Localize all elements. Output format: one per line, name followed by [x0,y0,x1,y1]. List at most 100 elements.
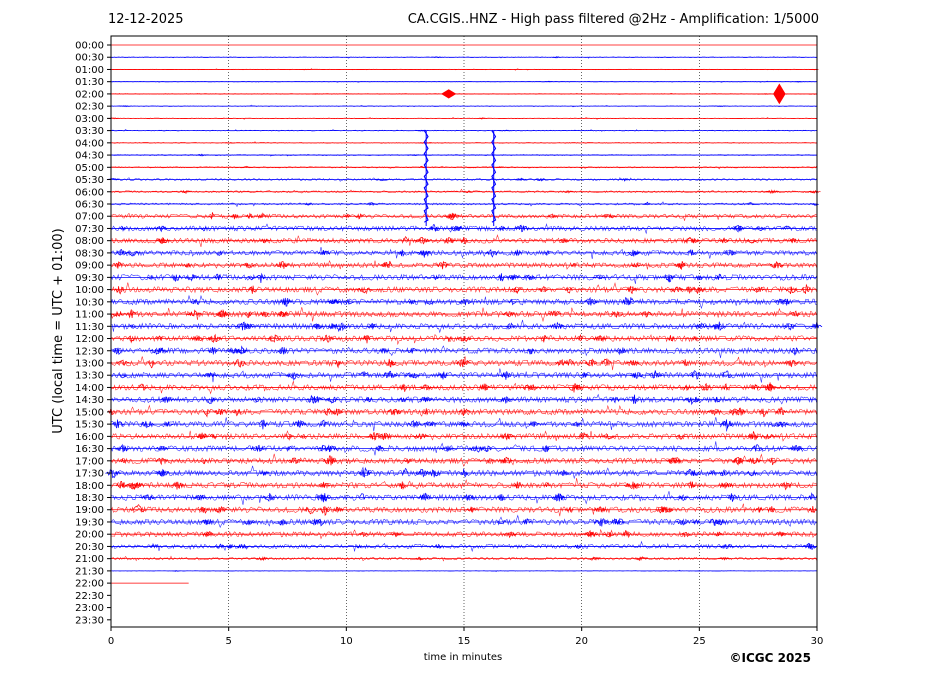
trace-burst [115,443,130,453]
trace-signal [110,294,817,310]
trace-burst [458,408,471,416]
trace-burst [357,466,372,478]
trace-burst [591,335,608,342]
trace-burst [126,309,137,319]
trace-burst [131,482,145,489]
trace-burst [131,504,147,513]
trace-burst [358,370,369,377]
trace-burst [587,556,601,561]
y-tick-label: 07:00 [75,212,104,223]
trace-burst [385,358,395,368]
trace-burst [803,542,817,550]
trace-burst [233,359,247,368]
trace-burst [630,262,641,268]
trace-burst [527,384,539,391]
trace-burst [312,323,322,330]
trace-burst [727,493,738,502]
trace-burst [711,105,727,107]
trace-burst [422,408,429,416]
trace-burst [564,286,574,294]
trace-burst [658,506,674,513]
trace-burst [355,544,363,549]
trace-burst [115,359,131,366]
trace-burst [603,531,615,538]
trace-burst [572,421,581,428]
trace-burst [567,383,581,393]
trace-burst [154,468,170,477]
trace-burst [790,347,800,356]
trace-burst [512,287,520,292]
trace-burst [682,384,692,392]
trace-burst [773,531,787,537]
trace-signal [110,430,817,442]
trace-burst [522,384,531,391]
trace-burst [644,201,651,205]
trace-burst [761,433,776,440]
trace-burst [250,444,266,452]
trace-burst [256,272,266,283]
trace-burst [758,408,769,418]
trace-burst [547,310,562,317]
y-tick-label: 15:00 [75,407,104,418]
trace-burst [406,347,418,354]
trace-burst [764,189,780,194]
trace-burst [497,273,505,282]
trace-burst [386,260,393,269]
trace-burst [713,397,722,403]
y-tick-label: 14:30 [75,395,104,406]
trace-signal [110,234,817,248]
trace-burst [499,396,513,404]
trace-burst [230,213,239,220]
trace-burst [399,383,408,392]
y-tick-label: 03:00 [75,114,104,125]
y-tick-label: 05:00 [75,163,104,174]
trace-burst [496,520,507,525]
trace-burst [120,457,127,463]
trace-burst [681,359,689,367]
trace-burst [718,544,734,549]
y-tick-label: 13:00 [75,358,104,369]
chart-title: CA.CGIS..HNZ - High pass filtered @2Hz -… [407,12,819,27]
trace-burst [553,492,566,502]
trace-burst [112,347,123,355]
trace-burst [622,297,632,306]
trace-burst [625,285,638,295]
trace-burst [733,407,746,416]
trace-burst [120,225,127,231]
trace-signal [110,453,817,467]
trace-burst [374,178,388,182]
trace-burst [544,482,550,488]
trace-burst [706,409,722,416]
trace-burst [308,518,322,526]
trace-signal [110,381,817,395]
x-tick-label: 30 [811,636,824,647]
trace-burst [673,263,686,269]
trace-burst [398,481,406,490]
trace-burst [448,212,456,220]
y-tick-label: 04:30 [75,151,104,162]
trace-burst [570,263,577,268]
trace-burst [241,165,251,169]
trace-burst [565,359,575,366]
trace-burst [375,445,385,452]
trace-burst [627,297,635,305]
trace-burst [115,286,125,295]
trace-burst [779,481,792,491]
trace-burst [580,372,589,378]
trace-burst [485,248,499,258]
trace-burst [627,249,641,257]
trace-burst [319,493,329,502]
trace-signal [110,307,817,323]
trace-burst [111,419,124,429]
trace-burst [581,532,595,537]
trace-burst [695,274,703,280]
trace-signal [110,165,817,170]
trace-burst [389,531,403,538]
date-label: 12-12-2025 [108,12,184,27]
trace-burst [377,432,392,441]
trace-burst [215,309,227,318]
trace-signal [110,201,817,208]
trace-burst [722,383,729,391]
trace-burst [720,370,733,378]
trace-burst [207,333,222,343]
